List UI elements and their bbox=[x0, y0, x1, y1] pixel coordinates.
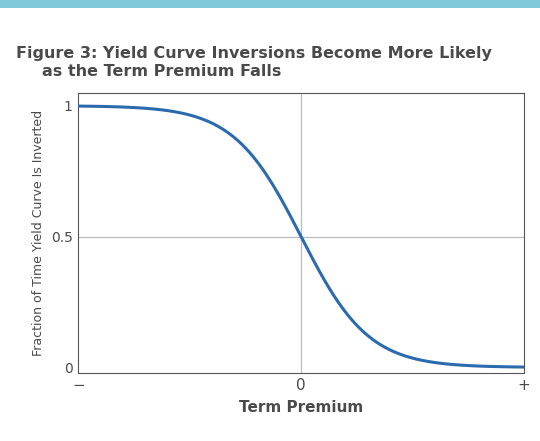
Text: Figure 3: Yield Curve Inversions Become More Likely: Figure 3: Yield Curve Inversions Become … bbox=[16, 46, 492, 61]
X-axis label: Term Premium: Term Premium bbox=[239, 400, 363, 415]
Y-axis label: Fraction of Time Yield Curve Is Inverted: Fraction of Time Yield Curve Is Inverted bbox=[32, 109, 45, 356]
Text: as the Term Premium Falls: as the Term Premium Falls bbox=[42, 64, 282, 79]
